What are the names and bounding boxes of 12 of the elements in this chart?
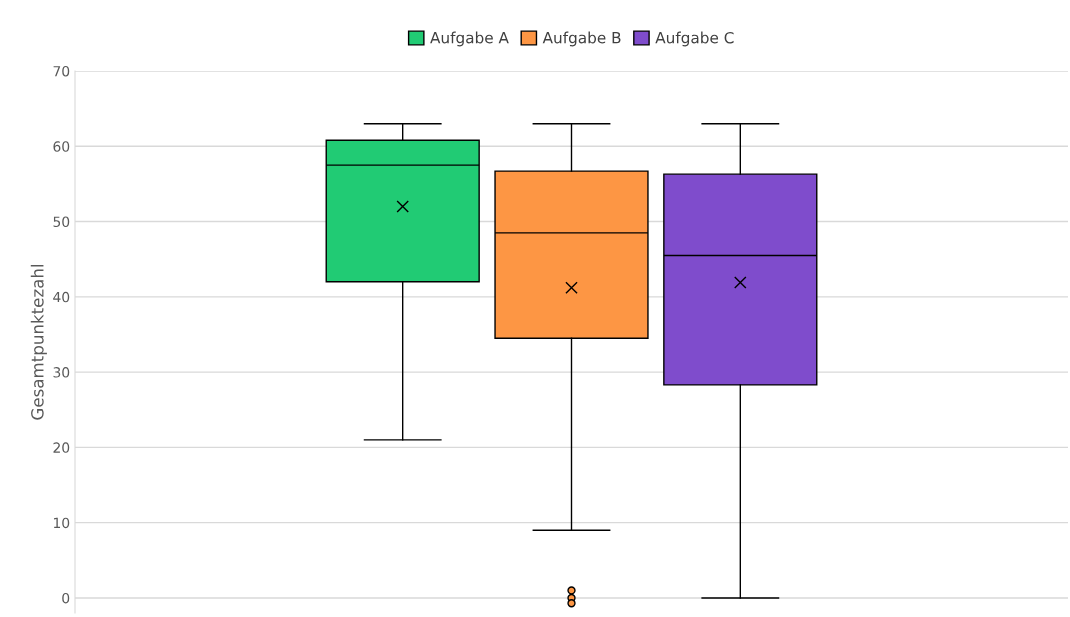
y-tick-label: 0 [62,592,70,604]
y-tick-label: 40 [53,291,70,303]
legend-label: Aufgabe B [542,31,621,47]
legend-label: Aufgabe C [655,31,734,47]
legend-label: Aufgabe A [430,31,509,47]
y-tick-label: 30 [53,367,70,378]
y-tick-label: 70 [53,65,70,77]
y-tick-label: 20 [53,442,70,453]
y-tick-label: 10 [53,517,70,529]
y-tick-label: 60 [53,141,70,152]
y-axis-title: Gesamtpunktezahl [30,264,47,420]
y-tick-label: 50 [53,216,70,228]
